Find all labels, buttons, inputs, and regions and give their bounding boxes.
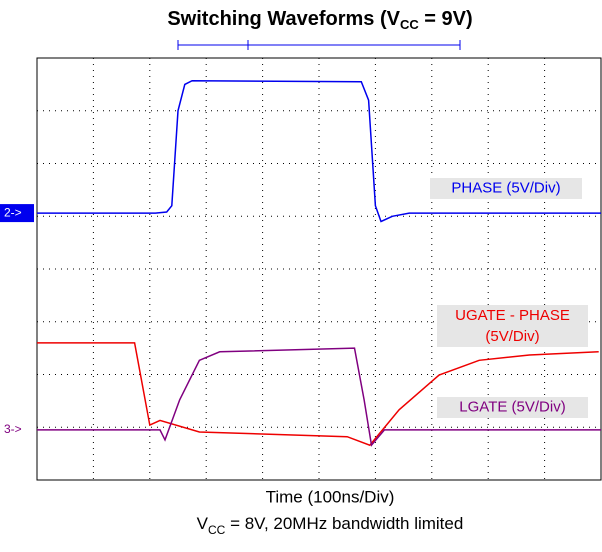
x-axis-label: Time (100ns/Div) <box>266 487 395 506</box>
channel-marker: 3-> <box>4 422 22 436</box>
trigger-bracket <box>177 40 461 50</box>
legend-box <box>437 305 588 347</box>
subtitle: VCC = 8V, 20MHz bandwidth limited <box>197 514 464 537</box>
channel-marker-box <box>0 204 34 223</box>
legend-box <box>437 397 588 418</box>
waveform <box>37 347 601 447</box>
legend-label: (5V/Div) <box>485 328 539 345</box>
legend-label: PHASE (5V/Div) <box>451 179 560 196</box>
waveform <box>37 342 599 447</box>
channel-marker: 2-> <box>4 205 22 219</box>
waveform <box>37 79 601 223</box>
plot-frame <box>36 57 602 481</box>
chart-title: Switching Waveforms (VCC = 9V) <box>167 8 472 32</box>
legend-label: LGATE (5V/Div) <box>459 398 565 415</box>
legend-label: UGATE - PHASE <box>455 307 570 324</box>
legend-box <box>430 178 582 199</box>
